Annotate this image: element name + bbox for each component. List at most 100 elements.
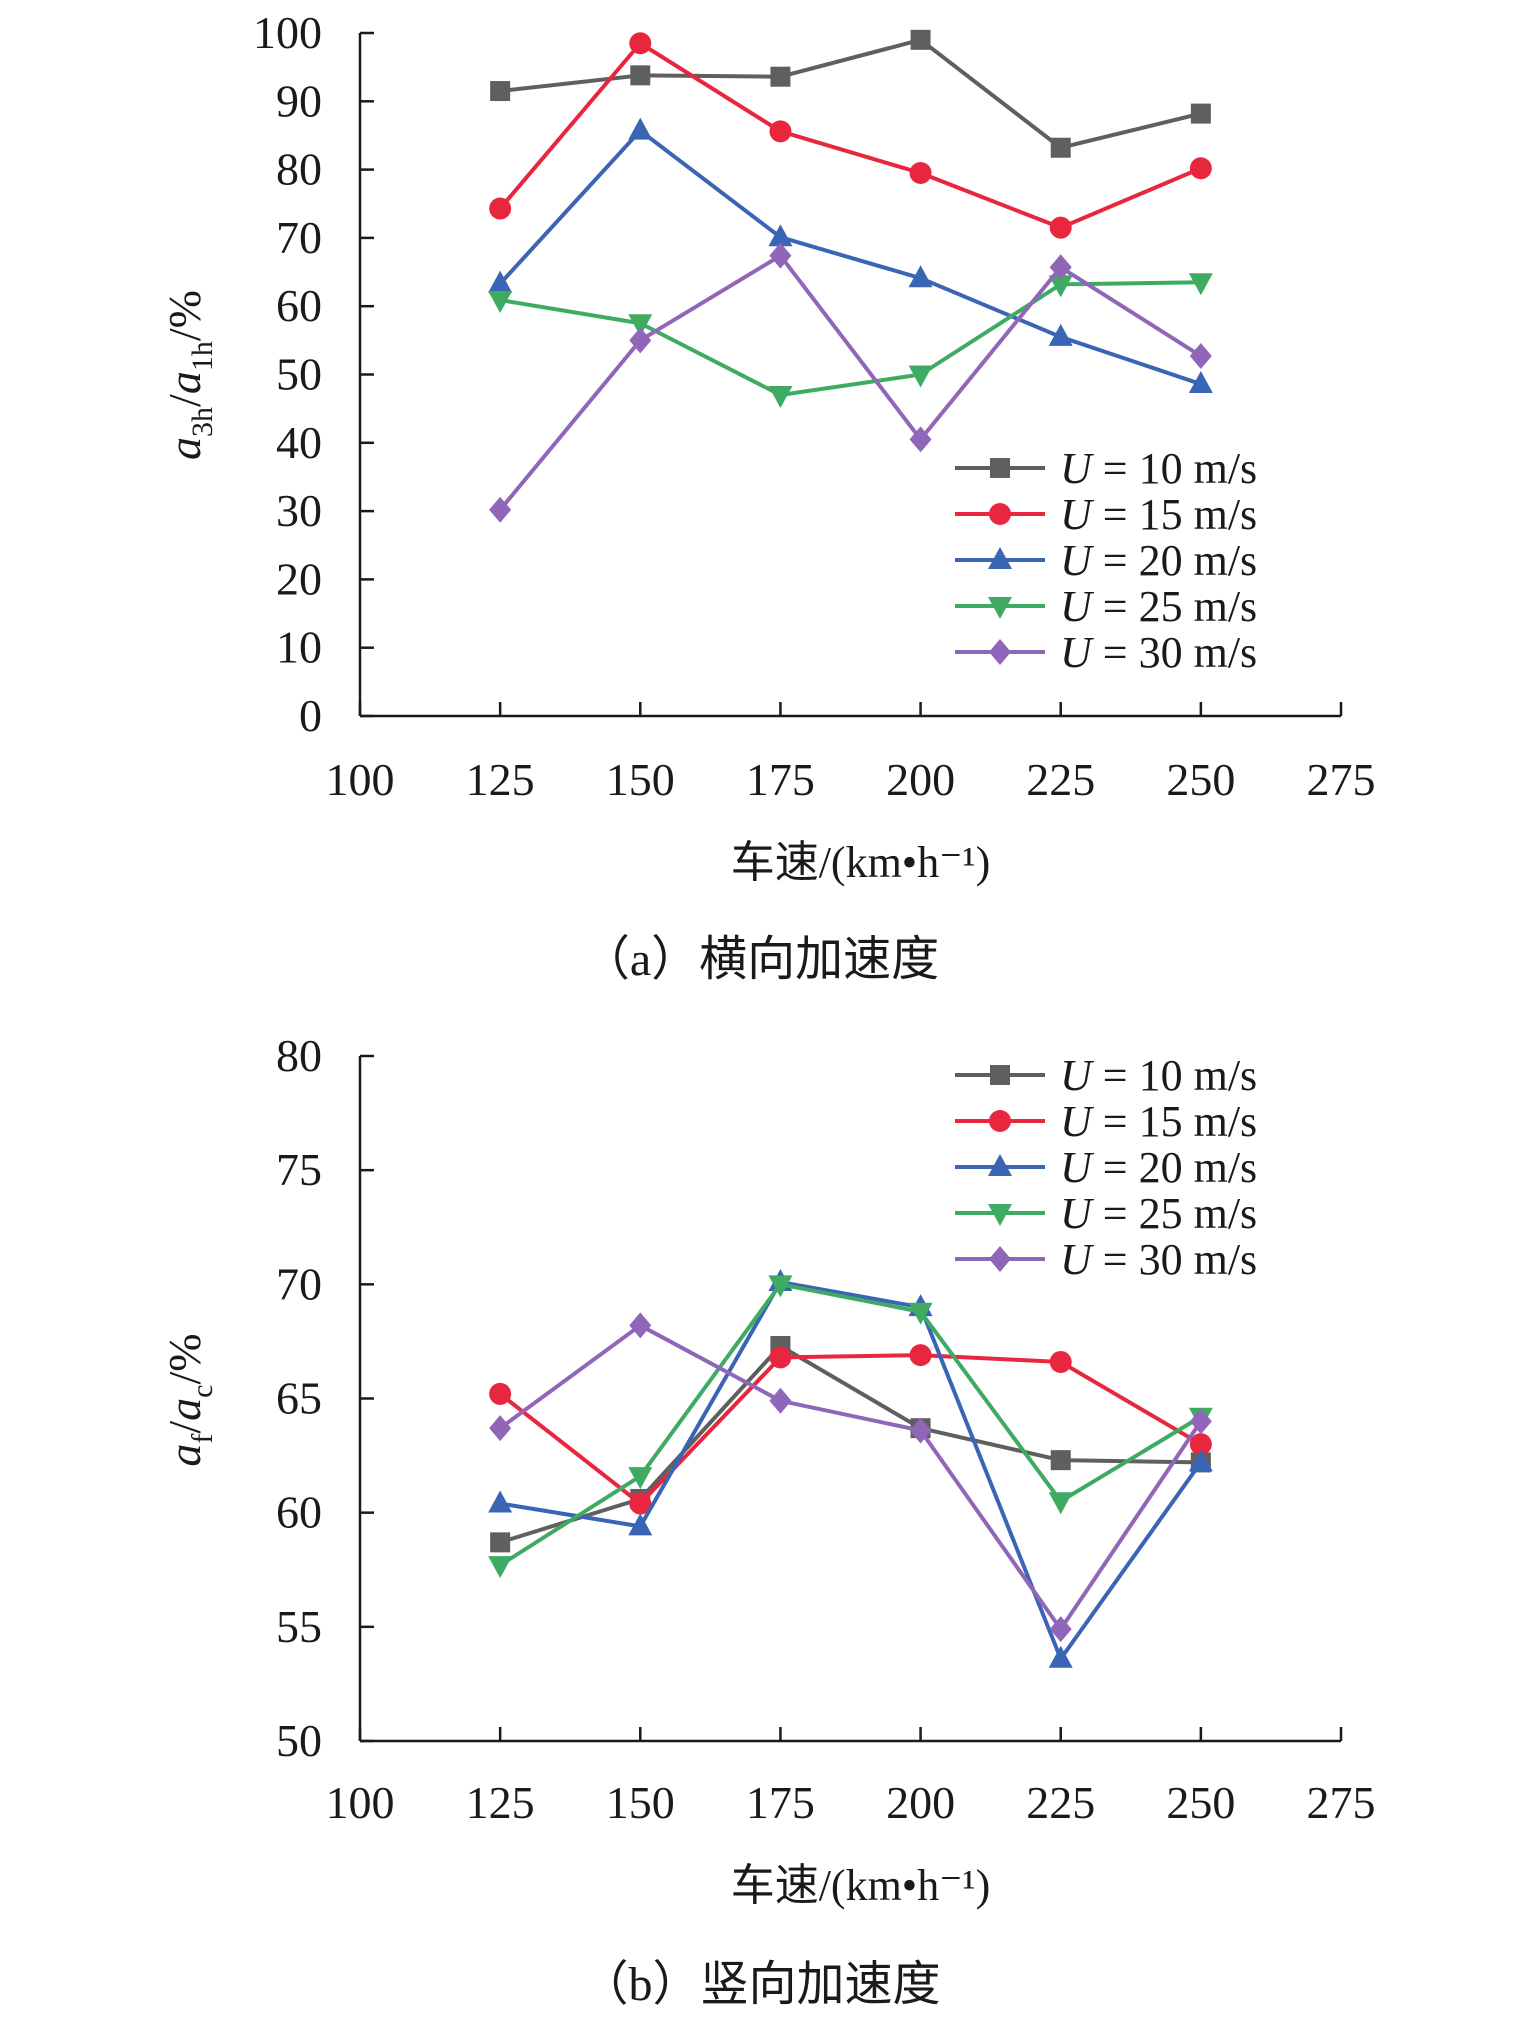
data-point-series-3 [908, 365, 933, 388]
legend-marker-1 [989, 1110, 1011, 1132]
data-point-series-2 [1188, 1449, 1213, 1472]
y-tick-label: 30 [276, 485, 322, 536]
data-point-series-0 [1050, 137, 1071, 158]
data-point-series-4 [1049, 1616, 1072, 1643]
legend-label-0: U = 10 m/s [1060, 1051, 1257, 1100]
legend-marker-3 [988, 597, 1012, 619]
x-tick-label: 225 [1026, 1777, 1095, 1828]
series-line-3 [499, 280, 1201, 397]
y-tick-label: 40 [276, 417, 322, 468]
y-tick-label: 90 [276, 75, 322, 126]
y-axis-title: af/ac/% [159, 1333, 219, 1466]
data-point-series-2 [768, 224, 793, 247]
y-axis-title-subscript: f [186, 1434, 219, 1444]
y-axis-title-subscript: 1h [186, 341, 219, 371]
x-tick-label: 200 [886, 1777, 955, 1828]
x-tick-label: 250 [1166, 754, 1235, 805]
data-point-series-1 [489, 197, 512, 220]
figure-caption: （b）竖向加速度 [580, 1958, 940, 2011]
data-point-series-1 [629, 1492, 652, 1515]
data-point-series-4 [909, 1417, 932, 1444]
y-axis-title-part: a [159, 371, 210, 394]
data-point-series-1 [909, 162, 932, 185]
data-point-series-3 [488, 291, 513, 314]
y-tick-label: 70 [276, 212, 322, 263]
data-point-series-0 [630, 65, 651, 86]
series-line-3 [499, 1282, 1202, 1567]
data-point-series-2 [1048, 1645, 1073, 1668]
y-tick-label: 100 [253, 7, 322, 58]
y-tick-label: 50 [276, 349, 322, 400]
data-point-series-3 [768, 1275, 793, 1298]
series-line-1 [498, 41, 1202, 230]
x-tick-label: 100 [326, 1777, 395, 1828]
data-point-series-0 [1050, 1450, 1071, 1471]
series-line-4 [498, 253, 1202, 512]
series-line-0 [499, 37, 1202, 150]
y-axis-title-subscript: 3h [186, 407, 219, 437]
data-point-series-0 [910, 29, 931, 50]
legend-label-2: U = 20 m/s [1060, 1143, 1257, 1192]
data-point-series-1 [629, 32, 652, 55]
x-tick-label: 175 [746, 1777, 815, 1828]
x-tick-label: 175 [746, 754, 815, 805]
data-point-series-0 [490, 1532, 511, 1553]
y-axis-title-part: a [159, 1444, 210, 1467]
legend-marker-1 [989, 503, 1011, 525]
legend-label-4: U = 30 m/s [1060, 628, 1257, 677]
data-point-series-1 [909, 1344, 932, 1367]
x-tick-label: 250 [1166, 1777, 1235, 1828]
legend-label-2: U = 20 m/s [1060, 536, 1257, 585]
y-tick-label: 65 [276, 1373, 322, 1424]
legend-marker-2 [988, 1154, 1012, 1176]
data-point-series-3 [1048, 1492, 1073, 1515]
data-point-series-4 [909, 426, 932, 453]
y-axis-title-part: /% [159, 1333, 210, 1384]
legend-label-0: U = 10 m/s [1060, 444, 1257, 493]
y-axis-title-part: / [159, 394, 210, 407]
data-point-series-2 [628, 117, 653, 140]
y-tick-label: 80 [276, 1030, 322, 1081]
data-point-series-4 [629, 327, 652, 354]
legend-marker-0 [990, 458, 1010, 478]
y-tick-label: 60 [276, 1487, 322, 1538]
data-point-series-2 [908, 265, 933, 288]
data-point-series-1 [1189, 1433, 1212, 1456]
x-tick-label: 100 [326, 754, 395, 805]
legend-label-3: U = 25 m/s [1060, 582, 1257, 631]
x-axis-title: 车速/(km•h⁻¹) [731, 1861, 991, 1910]
x-tick-label: 150 [606, 754, 675, 805]
series-line-0 [499, 1343, 1201, 1545]
y-axis-title-part: a [159, 1398, 210, 1421]
legend-label-4: U = 30 m/s [1060, 1235, 1257, 1284]
y-tick-label: 75 [276, 1144, 322, 1195]
y-axis-title-part: / [159, 1421, 210, 1434]
y-tick-label: 10 [276, 622, 322, 673]
x-tick-label: 125 [466, 754, 535, 805]
x-tick-label: 225 [1026, 754, 1095, 805]
data-point-series-4 [769, 1387, 792, 1414]
y-tick-label: 55 [276, 1601, 322, 1652]
y-axis-title: a3h/a1h/% [159, 290, 219, 460]
x-tick-label: 275 [1307, 1777, 1376, 1828]
data-point-series-4 [769, 242, 792, 269]
data-point-series-2 [628, 1513, 653, 1536]
series-line-2 [498, 128, 1202, 386]
data-point-series-1 [769, 120, 792, 143]
y-axis-title-part: /% [159, 290, 210, 341]
y-axis-title-subscript: c [186, 1385, 219, 1398]
y-tick-label: 60 [276, 280, 322, 331]
chart-vertical-acceleration: 50 55 60 65 70 75 80 100 125 150 175 200 225 250 275 车速… [159, 1030, 1376, 2011]
data-point-series-2 [1188, 371, 1213, 394]
data-point-series-1 [489, 1382, 512, 1405]
data-point-series-4 [629, 1312, 652, 1339]
data-point-series-4 [1189, 1408, 1212, 1435]
data-point-series-3 [628, 314, 653, 337]
data-point-series-1 [1049, 216, 1072, 239]
data-point-series-4 [489, 496, 512, 523]
y-tick-label: 0 [299, 690, 322, 741]
data-point-series-2 [1048, 323, 1073, 346]
series-line-4 [498, 1323, 1203, 1632]
y-tick-label: 50 [276, 1715, 322, 1766]
